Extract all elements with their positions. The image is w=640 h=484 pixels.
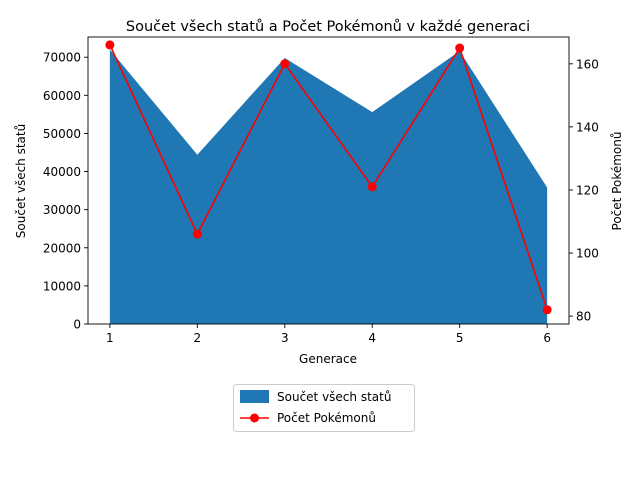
y-tick-label-left: 70000	[43, 51, 81, 65]
x-axis-label: Generace	[299, 352, 357, 366]
y-tick-label-right: 80	[576, 310, 591, 324]
y-axis-label-left: Součet všech statů	[14, 124, 28, 238]
y-tick-label-left: 0	[73, 318, 81, 332]
line-point	[280, 59, 290, 69]
area-layer	[109, 49, 548, 324]
line-series-pokemon-count	[109, 44, 548, 311]
line-point	[367, 182, 377, 192]
line-point	[542, 305, 552, 315]
x-tick-label: 5	[456, 331, 464, 345]
line-point	[105, 40, 115, 50]
y-tick-label-left: 20000	[43, 241, 81, 255]
legend-box	[233, 384, 415, 432]
y-tick-label-right: 140	[576, 120, 599, 134]
y-tick-label-left: 10000	[43, 279, 81, 293]
x-tick-label: 3	[281, 331, 289, 345]
y-axis-label-right: Počet Pokémonů	[610, 132, 624, 231]
y-tick-label-left: 50000	[43, 127, 81, 141]
area-series-stat-total	[109, 49, 548, 324]
y-tick-label-right: 120	[576, 183, 599, 197]
line-point	[455, 43, 465, 53]
x-tick-label: 4	[368, 331, 376, 345]
chart-title: Součet všech statů a Počet Pokémonů v ka…	[126, 19, 530, 35]
x-tick-label: 2	[193, 331, 201, 345]
y-tick-label-left: 30000	[43, 203, 81, 217]
axes-layer: 1 2 3 4 5 6 0 10000 20000 30000 40000 50000 60000 700…	[43, 36, 599, 345]
y-tick-label-left: 60000	[43, 89, 81, 103]
legend-label-area: Součet všech statů	[277, 390, 391, 404]
y-tick-label-right: 100	[576, 247, 599, 261]
line-point	[192, 229, 202, 239]
x-tick-label: 6	[543, 331, 551, 345]
legend-marker-line	[250, 413, 259, 423]
line-layer	[105, 40, 552, 315]
x-tick-label: 1	[106, 331, 114, 345]
legend-label-line: Počet Pokémonů	[277, 411, 376, 425]
plot-frame	[87, 36, 570, 325]
legend: Součet všech statů Počet Pokémonů	[233, 384, 415, 432]
legend-swatch-area	[240, 390, 269, 403]
y-tick-label-left: 40000	[43, 165, 81, 179]
y-tick-label-right: 160	[576, 57, 599, 71]
